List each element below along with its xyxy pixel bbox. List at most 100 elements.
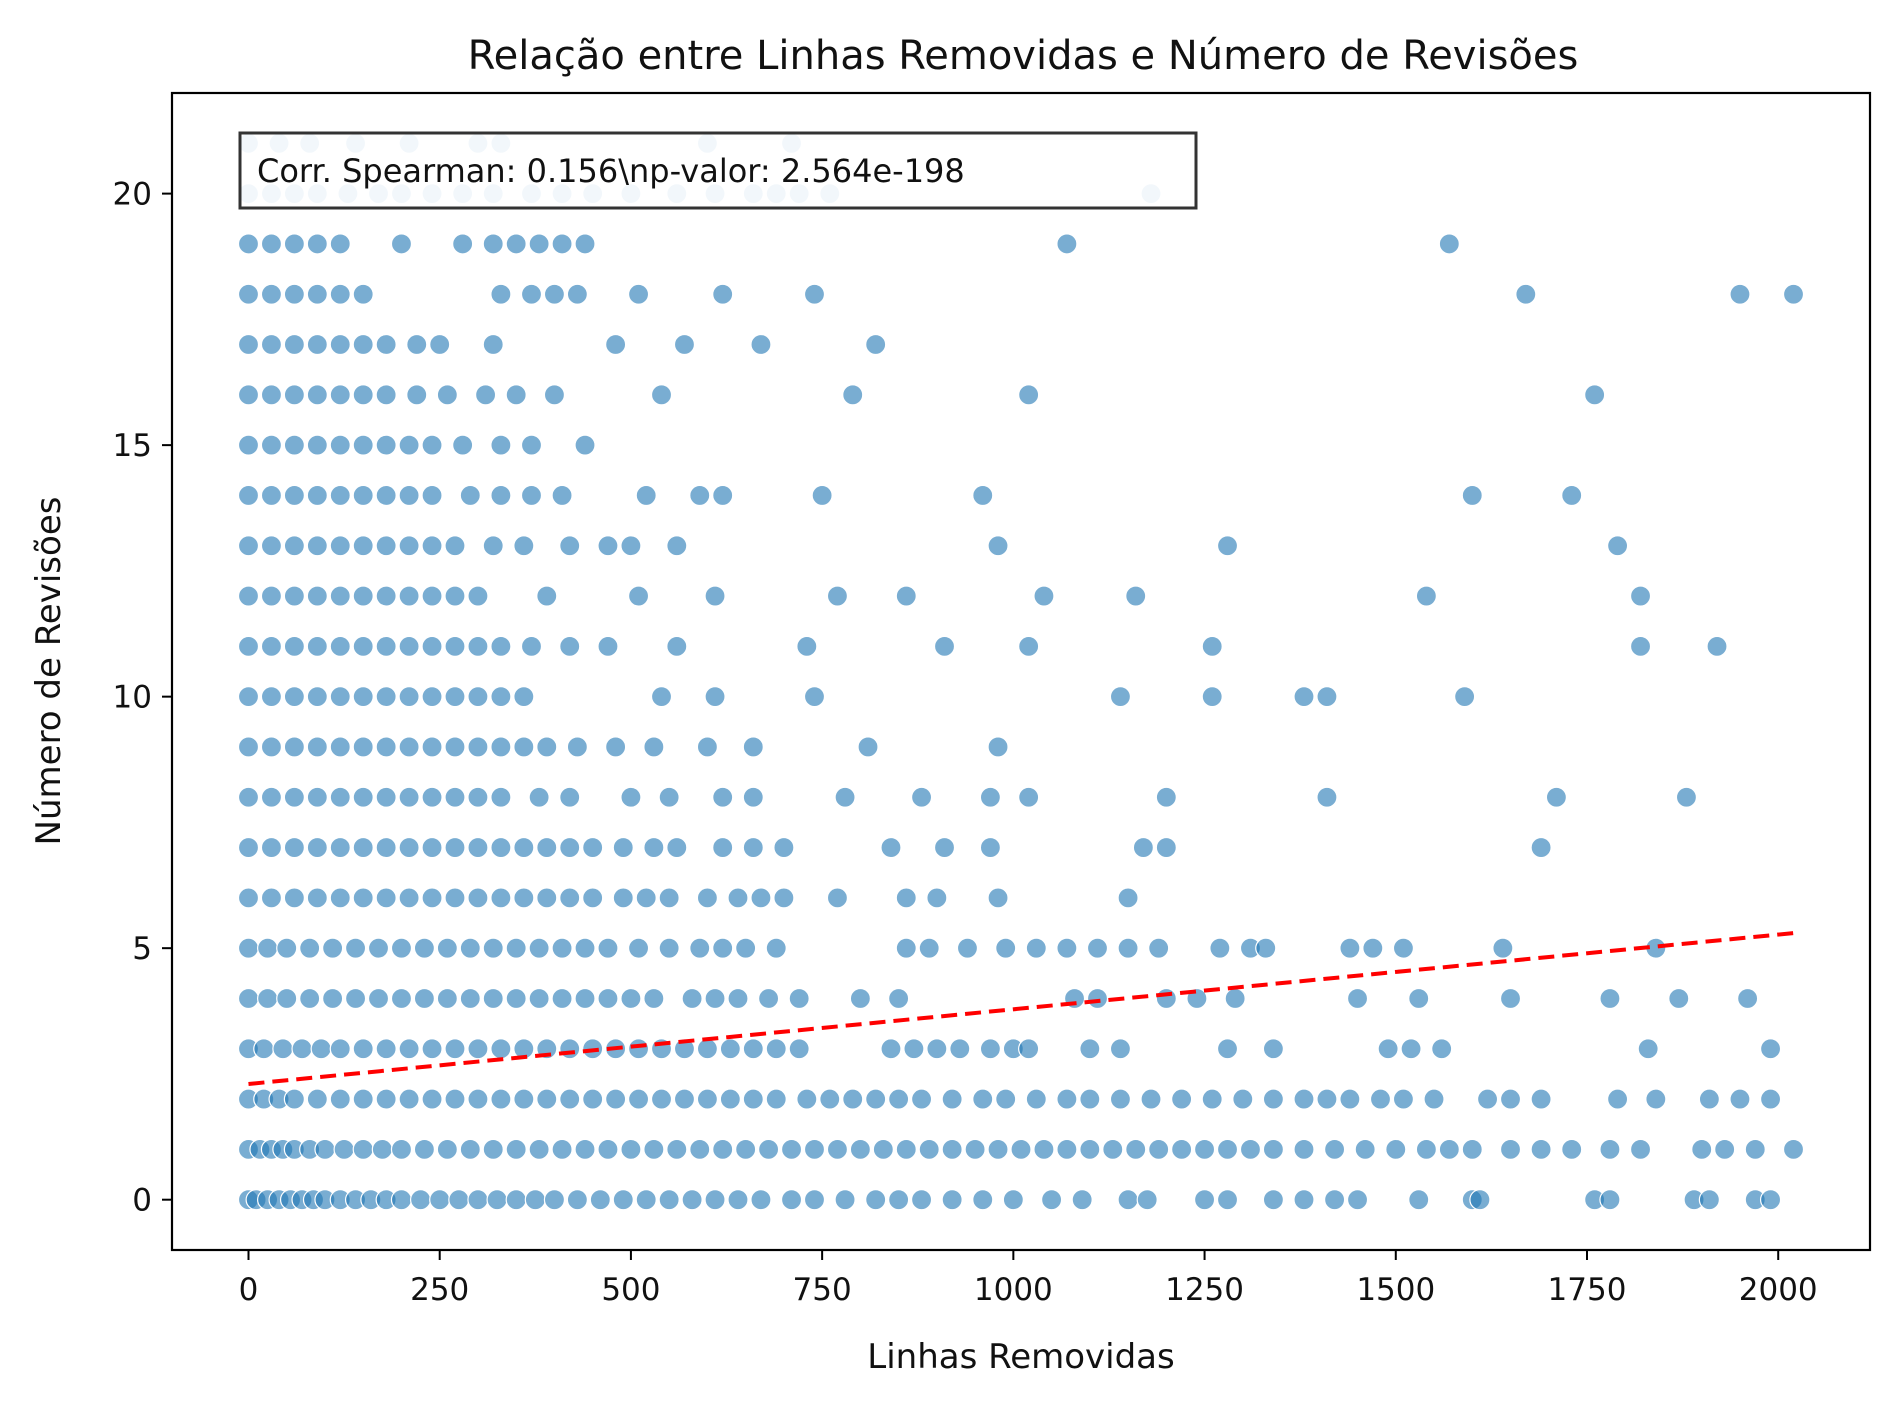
data-point (306, 686, 328, 708)
data-point (505, 1189, 527, 1211)
data-point (276, 937, 298, 959)
data-point (543, 283, 566, 305)
data-point (1148, 937, 1170, 959)
data-point (306, 786, 328, 808)
data-point (329, 686, 351, 708)
data-point (1239, 1138, 1262, 1160)
data-point (666, 1138, 688, 1160)
data-point (260, 786, 283, 808)
data-point (1216, 1189, 1239, 1211)
data-point (742, 1038, 764, 1060)
ticks-layer: 0 250 500 750 1000 1250 1500 1750 2000 0 5 10 15 20 (113, 177, 1818, 1308)
data-point (421, 484, 443, 507)
data-point (597, 535, 619, 557)
data-point (612, 887, 634, 909)
data-point (620, 535, 642, 557)
data-point (482, 535, 504, 557)
data-point (910, 1088, 933, 1110)
data-point (1323, 1138, 1346, 1160)
data-point (490, 434, 512, 456)
data-point (375, 836, 397, 859)
data-point (459, 987, 481, 1010)
data-point (987, 736, 1009, 758)
data-point (329, 836, 351, 859)
y-tick-label: 10 (113, 680, 152, 716)
data-point (1002, 1189, 1024, 1211)
data-point (1293, 1138, 1315, 1160)
x-tick-label: 500 (601, 1272, 660, 1308)
data-point (1193, 1138, 1216, 1160)
data-point (352, 887, 374, 909)
data-point (704, 585, 726, 607)
data-point (1262, 1138, 1285, 1160)
data-point (482, 233, 504, 255)
data-point (574, 233, 596, 255)
data-point (1148, 1138, 1170, 1160)
data-point (903, 1038, 925, 1060)
data-point (895, 887, 917, 909)
data-point (1499, 987, 1522, 1010)
data-point (413, 987, 436, 1010)
data-point (352, 836, 374, 859)
data-point (865, 333, 887, 356)
data-point (306, 585, 328, 607)
data-point (1454, 686, 1476, 708)
data-point (926, 887, 948, 909)
data-point (421, 585, 443, 607)
data-point (352, 736, 374, 758)
data-point (582, 836, 604, 859)
data-point (459, 484, 481, 507)
data-point (1171, 1088, 1193, 1110)
x-tick-label: 1000 (974, 1272, 1053, 1308)
data-point (941, 1088, 963, 1110)
data-point (237, 786, 260, 808)
data-point (1675, 786, 1698, 808)
data-point (257, 987, 279, 1010)
data-point (1216, 535, 1239, 557)
data-point (406, 384, 428, 406)
data-point (765, 937, 787, 959)
data-point (727, 887, 749, 909)
data-point (467, 686, 489, 708)
data-point (842, 1088, 864, 1110)
data-point (490, 736, 512, 758)
chart-title: Relação entre Linhas Removidas e Número … (468, 33, 1579, 79)
data-point (329, 333, 351, 356)
data-point (505, 233, 527, 255)
data-point (253, 1038, 275, 1060)
data-point (888, 1088, 910, 1110)
data-point (1744, 1138, 1766, 1160)
data-point (605, 736, 627, 758)
data-point (1400, 1038, 1422, 1060)
data-point (421, 887, 443, 909)
data-point (1079, 1138, 1101, 1160)
data-point (788, 987, 810, 1010)
data-point (880, 836, 902, 859)
data-point (1109, 1038, 1132, 1060)
data-point (995, 1088, 1017, 1110)
data-point (490, 887, 512, 909)
plot-frame (170, 91, 1872, 1252)
data-point (826, 585, 849, 607)
data-point (849, 987, 871, 1010)
data-point (559, 887, 581, 909)
data-point (1346, 987, 1369, 1010)
data-point (773, 836, 795, 859)
data-point (681, 1189, 703, 1211)
data-point (712, 937, 734, 959)
data-point (452, 434, 474, 456)
data-point (283, 1088, 305, 1110)
x-tick-label: 1750 (1548, 1272, 1627, 1308)
data-point (513, 836, 535, 859)
data-point (413, 937, 436, 959)
data-point (712, 484, 734, 507)
data-point (673, 333, 696, 356)
data-point (1316, 1088, 1338, 1110)
data-point (237, 585, 260, 607)
data-point (283, 836, 305, 859)
data-point (933, 836, 956, 859)
data-point (1201, 1088, 1223, 1110)
data-point (559, 836, 581, 859)
data-point (888, 987, 910, 1010)
data-point (406, 333, 428, 356)
